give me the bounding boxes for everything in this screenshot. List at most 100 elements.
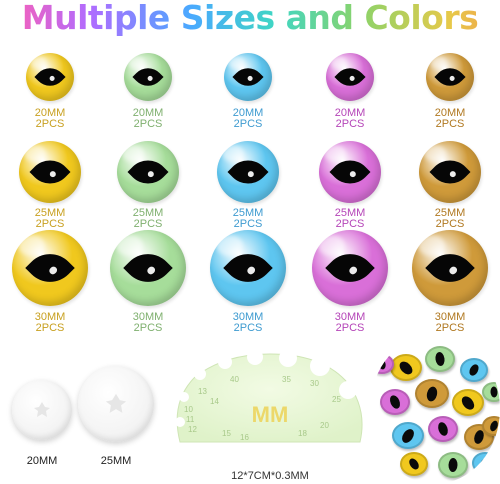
gauge-tick: 30 <box>310 379 319 388</box>
eye-qty: 2PCS <box>435 322 465 334</box>
eye-label: 25MM 2PCS <box>15 208 85 230</box>
washer-20 <box>12 380 72 440</box>
pile-pupil <box>488 419 500 433</box>
eye-size: 20MM <box>232 107 264 119</box>
pupil <box>429 151 471 193</box>
eye-yellow-2 <box>19 141 81 203</box>
eye-label: 30MM 2PCS <box>113 312 183 334</box>
eye-size: 20MM <box>334 107 366 119</box>
pupil-glint <box>47 169 57 179</box>
pupil <box>34 61 66 93</box>
eye-qty: 2PCS <box>335 322 365 334</box>
eye-size: 25MM <box>132 207 164 219</box>
eye-green-1 <box>124 53 172 101</box>
eye-qty: 2PCS <box>233 118 263 130</box>
eye-label: 20MM 2PCS <box>315 108 385 130</box>
pile-pupil <box>467 362 481 378</box>
pile-eye <box>452 389 484 416</box>
pupil <box>334 61 366 93</box>
pupil <box>325 243 375 293</box>
eye-qty: 2PCS <box>233 218 263 230</box>
pile-eye <box>472 452 498 474</box>
eye-label: 20MM 2PCS <box>213 108 283 130</box>
pile-pupil <box>459 393 477 412</box>
gauge-tick: 35 <box>282 375 291 384</box>
gauge-tick: 10 <box>184 405 193 414</box>
gauge-tick: 13 <box>198 387 207 396</box>
pupil-glint <box>146 75 154 82</box>
washer-hole-icon <box>34 402 50 417</box>
pupil <box>29 151 71 193</box>
gauge-dimensions: 12*7CM*0.3MM <box>231 470 309 482</box>
pile-pupil <box>448 457 458 473</box>
pile-eye <box>425 346 455 372</box>
pile-pupil <box>407 456 421 472</box>
eye-size: 30MM <box>132 311 164 323</box>
eye-size: 20MM <box>34 107 66 119</box>
gauge-tick: 12 <box>188 425 197 434</box>
eye-blue-3 <box>210 230 286 306</box>
gauge-tick: 15 <box>222 429 231 438</box>
pile-pupil <box>425 385 439 402</box>
pile-eye <box>460 358 488 382</box>
eye-pink-2 <box>319 141 381 203</box>
size-gauge: MM 10 11 12 13 14 15 16 18 20 25 30 35 4… <box>175 352 363 443</box>
eye-qty: 2PCS <box>335 218 365 230</box>
pile-eye <box>400 452 428 476</box>
eye-size: 30MM <box>334 311 366 323</box>
eye-label: 25MM 2PCS <box>113 208 183 230</box>
eyes-grid: 20MM 2PCS 20MM 2PCS 20MM 2PCS 20MM 2PCS 20MM 2PCS… <box>0 0 500 340</box>
eye-size: 20MM <box>132 107 164 119</box>
eye-blue-2 <box>217 141 279 203</box>
washer-20-label: 20MM <box>26 455 58 467</box>
pupil <box>25 243 75 293</box>
eye-label: 30MM 2PCS <box>213 312 283 334</box>
eye-label: 20MM 2PCS <box>15 108 85 130</box>
eye-qty: 2PCS <box>435 118 465 130</box>
pile-eye <box>438 452 468 478</box>
eye-label: 30MM 2PCS <box>415 312 485 334</box>
pile-eye <box>370 354 394 374</box>
pupil <box>223 243 273 293</box>
gauge-tick: 25 <box>332 395 341 404</box>
gauge-tick: 11 <box>186 415 195 424</box>
pupil <box>132 61 164 93</box>
pupil-glint <box>448 75 456 82</box>
eye-gold-1 <box>426 53 474 101</box>
eyes-pile-photo <box>370 334 500 484</box>
eye-size: 30MM <box>232 311 264 323</box>
pile-eye <box>482 382 500 402</box>
gauge-tick: 40 <box>230 375 239 384</box>
eye-label: 25MM 2PCS <box>415 208 485 230</box>
eye-blue-1 <box>224 53 272 101</box>
eye-qty: 2PCS <box>133 322 163 334</box>
eye-size: 25MM <box>232 207 264 219</box>
eye-qty: 2PCS <box>35 118 65 130</box>
pupil-glint <box>47 265 59 276</box>
eye-qty: 2PCS <box>233 322 263 334</box>
pupil-glint <box>447 169 457 179</box>
pile-pupil <box>377 357 387 371</box>
pupil <box>227 151 269 193</box>
pile-pupil <box>490 386 498 398</box>
pile-eye <box>415 379 449 408</box>
pupil-glint <box>348 75 356 82</box>
pupil-glint <box>347 265 359 276</box>
eye-qty: 2PCS <box>335 118 365 130</box>
pile-pupil <box>434 351 446 367</box>
eye-size: 30MM <box>434 311 466 323</box>
gauge-center-label: MM <box>252 402 289 427</box>
pupil-glint <box>245 265 257 276</box>
eye-label: 25MM 2PCS <box>213 208 283 230</box>
pupil-glint <box>245 169 255 179</box>
pile-pupil <box>436 420 450 438</box>
washer-25 <box>78 366 154 442</box>
pupil <box>425 243 475 293</box>
eye-gold-3 <box>412 230 488 306</box>
pile-pupil <box>478 455 492 471</box>
eye-qty: 2PCS <box>35 322 65 334</box>
pupil <box>434 61 466 93</box>
eye-size: 25MM <box>434 207 466 219</box>
eye-gold-2 <box>419 141 481 203</box>
eye-size: 25MM <box>334 207 366 219</box>
